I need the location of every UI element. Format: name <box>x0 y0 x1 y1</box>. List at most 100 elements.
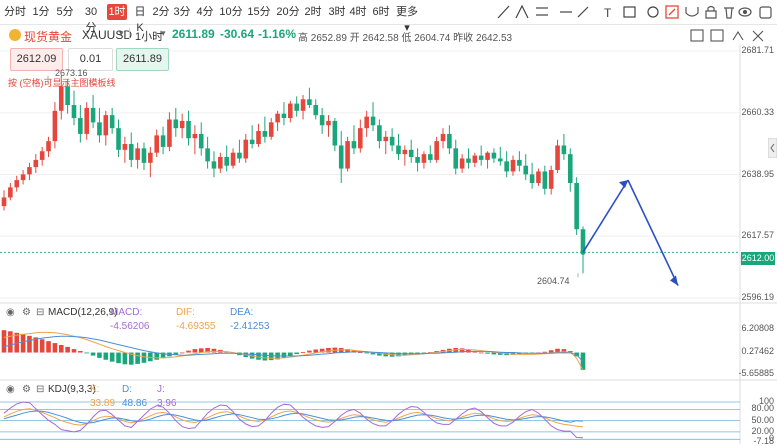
candle-body <box>491 152 497 159</box>
buy-price-box[interactable]: 2611.89 <box>116 48 169 71</box>
macd-bar <box>186 350 191 353</box>
candle-body <box>542 171 548 189</box>
candle-body <box>485 152 490 160</box>
price-change-pct: -1.16% <box>258 27 297 41</box>
period-selector[interactable]: 1小时 <box>135 31 164 43</box>
timeframe-13[interactable]: 3时 <box>328 6 346 18</box>
symbol-dropdown-icon[interactable]: ▾ <box>119 28 124 38</box>
candle-body <box>167 119 172 147</box>
circle-icon <box>647 6 659 18</box>
prev-close-value: 2642.53 <box>475 33 513 44</box>
candle-body <box>148 152 153 163</box>
timeframe-2[interactable]: 5分 <box>56 6 74 18</box>
macd-bar <box>148 352 153 362</box>
candle-body <box>472 155 478 163</box>
macd-bar <box>97 352 102 358</box>
timeframe-1[interactable]: 1分 <box>32 6 50 18</box>
macd-bar <box>268 352 274 361</box>
timeframe-15[interactable]: 6时 <box>372 6 390 18</box>
macd-bar <box>103 352 109 360</box>
timeframe-0[interactable]: 分时 <box>4 6 26 18</box>
last-price: 2611.89 <box>172 27 215 41</box>
gold-coin-icon <box>9 29 21 41</box>
timeframe-14[interactable]: 4时 <box>349 6 367 18</box>
rectangle-icon <box>623 6 636 18</box>
timeframe-9[interactable]: 10分 <box>219 6 243 18</box>
timeframe-6[interactable]: 2分 <box>152 6 170 18</box>
low-value: 2604.74 <box>414 33 451 44</box>
macd-bar <box>288 352 293 356</box>
high-label: 高 <box>298 33 308 44</box>
fullscreen-icon <box>752 30 764 42</box>
symbol-name[interactable]: 现货黄金 <box>24 30 73 44</box>
timeframe-11[interactable]: 20分 <box>276 6 300 18</box>
price-chart[interactable] <box>0 44 777 444</box>
timeframe-16[interactable]: 更多▾ <box>396 6 418 34</box>
layout-icon <box>690 29 704 42</box>
macd-bar <box>256 352 261 360</box>
timeframe-5[interactable]: 日K <box>134 6 146 34</box>
sell-price-box[interactable]: 2612.09 <box>10 48 63 71</box>
macd-bar <box>561 349 567 353</box>
macd-bar <box>135 352 140 364</box>
projection-arrowhead-down <box>670 275 678 286</box>
candle-body <box>580 229 586 253</box>
gear-icon[interactable]: ⚙ <box>22 384 31 395</box>
macd-bar <box>141 352 147 363</box>
high-marker-label: 2673.16 <box>55 68 88 78</box>
dea-line <box>3 335 584 363</box>
candle-body <box>243 139 249 159</box>
price-axis-label: 2681.71 <box>741 45 774 55</box>
timeframe-4[interactable]: 1时 <box>107 4 127 20</box>
macd-bar <box>65 346 70 353</box>
macd-bar <box>8 331 13 353</box>
d-value: D: 48.86 <box>122 384 148 409</box>
macd-bar <box>548 350 554 353</box>
timeframe-8[interactable]: 4分 <box>196 6 214 18</box>
low-label: 低 <box>401 33 412 44</box>
macd-bar <box>116 352 121 364</box>
candle-body <box>90 107 96 123</box>
candle-body <box>574 183 579 230</box>
eye-icon[interactable]: ◉ <box>6 307 15 318</box>
timeframe-3[interactable]: 30分 <box>84 6 98 34</box>
macd-bar <box>192 349 198 353</box>
candle-body <box>218 157 223 169</box>
timeframe-10[interactable]: 15分 <box>247 6 271 18</box>
symbol-code[interactable]: XAUUSD <box>82 28 133 42</box>
timeframe-12[interactable]: 2时 <box>304 6 322 18</box>
candle-body <box>383 136 389 142</box>
macd-bar <box>128 352 134 365</box>
candle-body <box>300 99 306 111</box>
spread-box[interactable]: 0.01 <box>68 48 113 71</box>
candle-body <box>224 157 229 166</box>
candle-body <box>497 158 503 162</box>
candle-body <box>510 159 516 172</box>
candle-body <box>97 122 102 136</box>
macd-bar <box>52 343 58 353</box>
collapse-handle[interactable] <box>768 138 777 158</box>
ohlc-summary: 高 2652.89 开 2642.58 低 2604.74 昨收 2642.53 <box>298 29 512 44</box>
ray-icon <box>515 4 529 19</box>
candle-body <box>434 141 439 160</box>
eye-icon[interactable]: ◉ <box>6 384 15 395</box>
candle-body <box>319 115 325 126</box>
macd-bar <box>160 352 166 359</box>
gear-icon[interactable]: ⚙ <box>22 307 31 318</box>
macd-axis-label: -5.65885 <box>738 368 774 378</box>
period-dropdown-icon[interactable]: ▾ <box>161 28 166 38</box>
candle-body <box>20 174 26 181</box>
timeframe-7[interactable]: 3分 <box>173 6 191 18</box>
d-line <box>3 410 584 424</box>
macd-bar <box>478 352 484 354</box>
collapse-icon[interactable]: ⊟ <box>36 307 45 318</box>
compare-icon <box>732 30 744 41</box>
collapse-icon[interactable]: ⊟ <box>36 384 45 395</box>
candle-body <box>122 144 128 150</box>
brush-icon <box>577 6 589 18</box>
macd-bar <box>211 348 217 353</box>
candle-body <box>211 161 217 169</box>
candle-body <box>109 115 115 129</box>
visibility-icon <box>738 7 752 17</box>
macd-bar <box>459 348 465 353</box>
